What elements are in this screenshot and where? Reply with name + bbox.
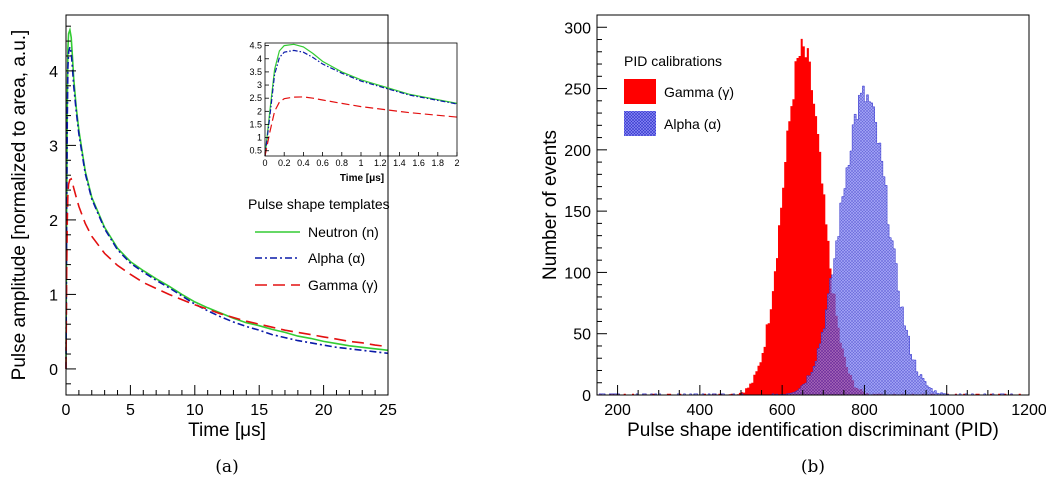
inset-x-tick-label: 0.6	[316, 158, 329, 168]
y-tick-label: 100	[564, 265, 591, 282]
inset-x-axis-title: Time [μs]	[340, 173, 384, 184]
inset-x-tick-label: 1.4	[393, 158, 406, 168]
x-tick-label: 600	[769, 402, 796, 419]
legend-entry-alpha: Alpha (α)	[624, 111, 721, 136]
x-tick-label: 10	[186, 402, 204, 419]
legend-label: Alpha (α)	[308, 250, 365, 266]
x-tick-label: 5	[126, 402, 135, 419]
y-tick-label: 4	[49, 64, 58, 81]
caption-b: (b)	[801, 457, 825, 477]
inset-y-tick-label: 2	[257, 106, 262, 116]
inset-series-line-0	[264, 43, 458, 157]
inset-y-tick-label: 1	[257, 133, 262, 143]
x-axis-title: Pulse shape identification discriminant …	[627, 420, 999, 441]
inset-y-tick-label: 0.5	[249, 146, 262, 156]
plot-frame	[596, 14, 1030, 396]
inset-series-line-2	[264, 96, 458, 157]
y-axis-title: Pulse amplitude [normalized to area, a.u…	[9, 30, 30, 381]
legend-entry-alpha: Alpha (α)	[255, 250, 365, 266]
x-tick-label: 400	[687, 402, 714, 419]
inset-x-tick-label: 0	[262, 158, 267, 168]
x-tick-label: 20	[315, 402, 333, 419]
x-tick-label: 1000	[929, 402, 965, 419]
y-tick-label: 200	[564, 143, 591, 160]
y-tick-label: 0	[582, 388, 591, 405]
inset-x-tick-label: 1.6	[412, 158, 425, 168]
y-tick-label: 250	[564, 82, 591, 99]
histogram-bars-0	[597, 38, 1029, 396]
panel-b-pid-histogram: 200 400 600 800 1000 1200 0 50 100 150 200 250 300 N…	[540, 14, 1046, 441]
inset-x-tick-label: 1.2	[374, 158, 387, 168]
inset-y-tick-label: 2.5	[249, 93, 262, 103]
inset-x-tick-label: 0.4	[297, 158, 310, 168]
inset-x-tick-label: 1	[358, 158, 363, 168]
series-layer	[65, 26, 389, 369]
inset-series-layer	[264, 43, 458, 157]
caption-a: (a)	[215, 457, 238, 477]
y-axis-title: Number of events	[540, 130, 561, 280]
y-tick-label: 3	[49, 138, 58, 155]
legend-title: Pulse shape templates	[248, 196, 390, 212]
x-tick-label: 800	[851, 402, 878, 419]
legend-entry-gamma: Gamma (γ)	[255, 277, 378, 293]
y-tick-label: 1	[49, 287, 58, 304]
inset-y-tick-label: 1.5	[249, 119, 262, 129]
series-line-0	[65, 26, 389, 369]
legend-title: PID calibrations	[624, 53, 722, 69]
y-tick-label: 300	[564, 20, 591, 37]
x-tick-label: 15	[250, 402, 268, 419]
legend: PID calibrations Gamma (γ) Alpha (α)	[624, 53, 734, 136]
y-tick-label: 150	[564, 204, 591, 221]
inset-series-line-1	[264, 49, 458, 157]
inset-y-tick-label: 4.5	[249, 41, 262, 51]
legend: Pulse shape templates Neutron (n) Alpha …	[248, 196, 390, 293]
legend-entry-neutron: Neutron (n)	[255, 224, 379, 240]
inset-y-tick-label: 3.5	[249, 67, 262, 77]
axes-layer: 200 400 600 800 1000 1200 0 50 100 150 200 250 300	[564, 20, 1046, 419]
inset-axes-layer: 0 0.2 0.4 0.6 0.8 1 1.2 1.4 1.6 1.8 2 0.5 1 1.5 2 2.5 3 3…	[249, 41, 459, 168]
y-tick-label: 50	[573, 327, 591, 344]
inset-y-tick-label: 4	[257, 54, 262, 64]
legend-swatch	[624, 79, 656, 104]
series-line-1	[65, 46, 389, 369]
legend-swatch	[624, 111, 656, 136]
legend-label: Gamma (γ)	[664, 84, 734, 100]
legend-label: Alpha (α)	[664, 116, 721, 132]
inset-x-tick-label: 0.2	[278, 158, 291, 168]
inset-x-tick-label: 1.8	[432, 158, 445, 168]
y-tick-label: 0	[49, 362, 58, 379]
x-tick-label: 0	[62, 402, 71, 419]
x-axis-title: Time [μs]	[188, 420, 266, 441]
inset-y-tick-label: 3	[257, 80, 262, 90]
legend-entry-gamma: Gamma (γ)	[624, 79, 734, 104]
series-line-2	[65, 177, 389, 369]
inset-x-tick-label: 2	[454, 158, 459, 168]
inset-x-tick-label: 0.8	[336, 158, 349, 168]
x-tick-label: 25	[379, 402, 397, 419]
x-tick-label: 1200	[1011, 402, 1046, 419]
legend-label: Neutron (n)	[308, 224, 379, 240]
y-tick-label: 2	[49, 213, 58, 230]
inset-background	[256, 33, 386, 163]
x-tick-label: 200	[604, 402, 631, 419]
legend-label: Gamma (γ)	[308, 277, 378, 293]
histogram-bars-layer	[597, 38, 1029, 396]
inset-plot: 0 0.2 0.4 0.6 0.8 1 1.2 1.4 1.6 1.8 2 0.5 1 1.5 2 2.5 3 3…	[249, 33, 460, 184]
